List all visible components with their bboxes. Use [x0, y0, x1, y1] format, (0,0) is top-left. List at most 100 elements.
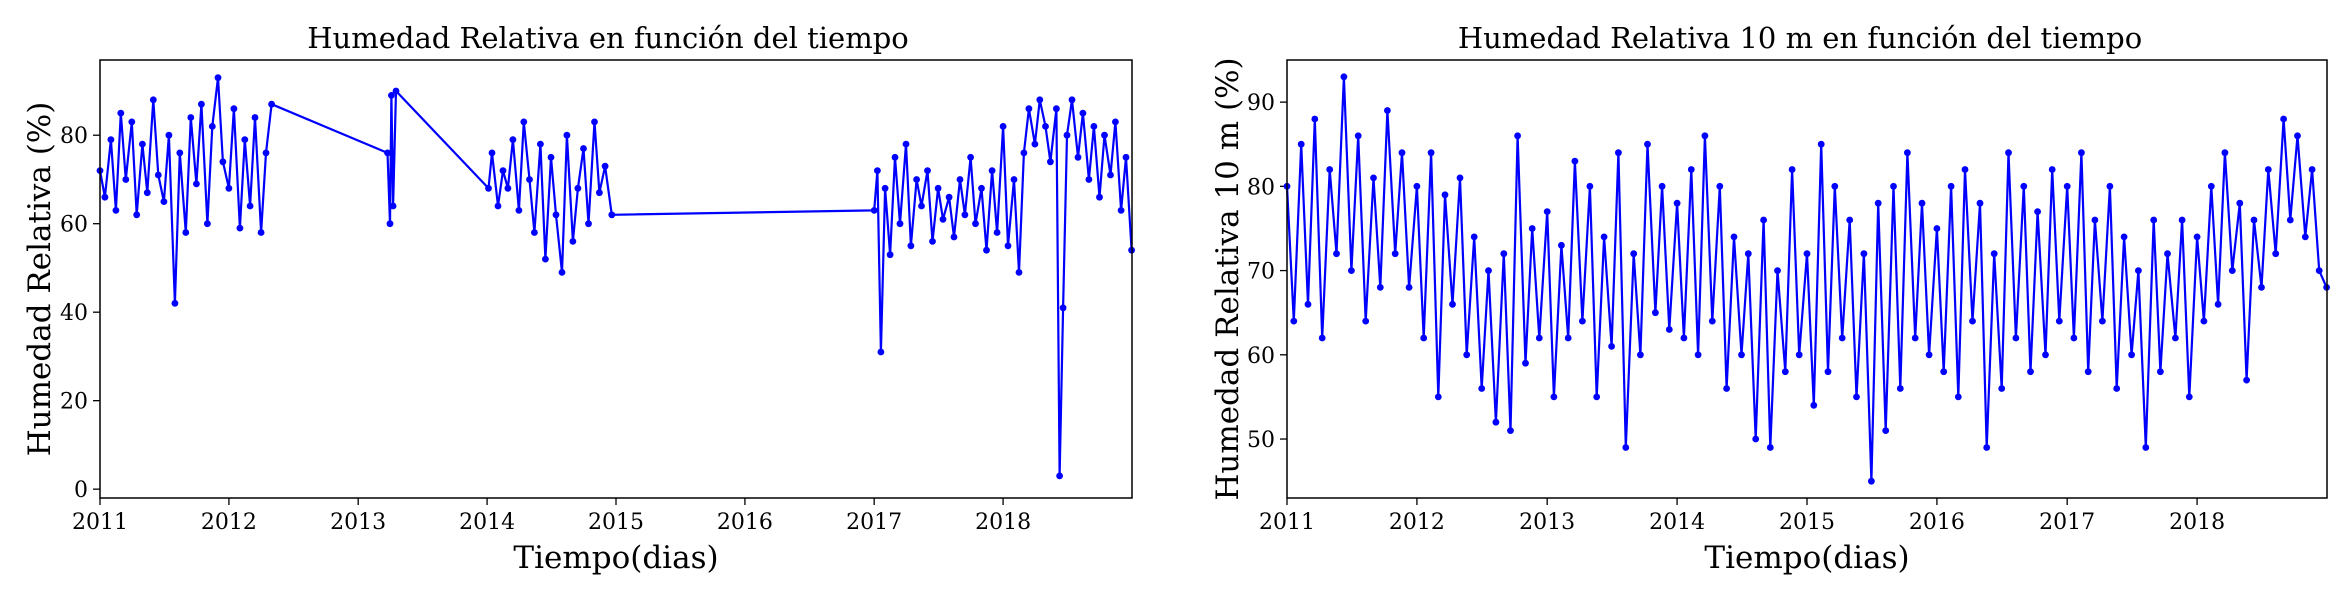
x-tick-label: 2018	[2169, 510, 2225, 535]
data-point	[1107, 171, 1114, 179]
data-point	[1954, 393, 1962, 401]
data-point	[1492, 418, 1500, 426]
data-point	[891, 153, 899, 161]
data-point	[2027, 368, 2034, 376]
data-point	[1925, 351, 1933, 359]
data-point	[1507, 427, 1514, 434]
chart-title: Humedad Relativa 10 m en función del tie…	[1458, 21, 2142, 55]
x-tick-label: 2016	[1909, 510, 1965, 535]
data-point	[1478, 385, 1486, 392]
data-point	[907, 242, 915, 250]
data-point	[1434, 393, 1442, 401]
y-tick-label: 90	[1247, 91, 1275, 116]
data-point	[1015, 269, 1023, 276]
x-axis-label: Tiempo(dias)	[513, 540, 718, 576]
data-point	[1622, 444, 1630, 451]
data-point	[1031, 140, 1039, 148]
data-point	[999, 123, 1007, 130]
y-tick-label: 60	[60, 213, 88, 238]
data-point	[1708, 317, 1716, 325]
data-point	[2243, 376, 2251, 384]
data-point	[1652, 309, 1659, 317]
chart-title: Humedad Relativa en función del tiempo	[307, 21, 909, 55]
data-point	[219, 158, 227, 166]
data-point	[1340, 73, 1348, 81]
data-point	[2280, 115, 2288, 123]
data-point	[1117, 207, 1125, 214]
data-point	[1391, 250, 1399, 258]
data-point	[225, 184, 233, 192]
data-point	[1911, 334, 1919, 342]
data-point	[117, 109, 125, 117]
data-point	[2178, 216, 2186, 224]
data-point	[2164, 250, 2171, 258]
data-point	[1838, 334, 1846, 342]
data-point	[896, 220, 904, 228]
data-point	[2228, 267, 2236, 274]
data-point	[392, 87, 400, 95]
data-point	[1658, 182, 1666, 190]
x-tick-label: 2015	[588, 510, 644, 535]
data-point	[1333, 250, 1340, 258]
x-tick-label: 2012	[201, 510, 257, 535]
data-point	[1860, 250, 1868, 258]
data-point	[1348, 267, 1355, 274]
data-point	[2315, 267, 2323, 274]
data-point	[1326, 166, 1334, 173]
data-point	[2221, 149, 2229, 157]
data-point	[1558, 241, 1565, 249]
data-point	[1528, 225, 1536, 232]
data-point	[389, 202, 397, 210]
data-point	[1853, 393, 1860, 401]
data-point	[608, 211, 616, 219]
data-point	[1427, 149, 1435, 157]
tick-layer: 2011 2012 2013 2014 2015 2016 2017 2018 50 60 70 80…	[1247, 91, 2225, 535]
data-point	[1803, 250, 1811, 258]
data-point	[585, 220, 592, 228]
data-point	[2034, 208, 2041, 216]
data-point	[504, 184, 512, 192]
data-point	[2078, 149, 2085, 157]
data-point	[2264, 166, 2272, 173]
data-point	[569, 238, 577, 245]
data-point	[1074, 153, 1082, 161]
data-point	[2207, 182, 2215, 190]
data-point	[1047, 158, 1054, 166]
data-point	[1665, 326, 1673, 333]
data-point	[165, 131, 173, 139]
data-point	[1304, 300, 1312, 308]
data-point	[1441, 191, 1449, 199]
data-point	[2113, 385, 2121, 392]
data-point	[1522, 359, 1529, 367]
data-point	[1831, 182, 1839, 190]
data-point	[2091, 216, 2099, 224]
data-point	[230, 105, 238, 113]
data-point	[193, 180, 200, 188]
data-point	[176, 149, 184, 157]
data-point	[1795, 351, 1803, 359]
data-point	[1788, 166, 1796, 173]
data-point	[1096, 193, 1103, 201]
data-point	[881, 184, 889, 192]
x-tick-label: 2017	[846, 510, 902, 535]
data-point	[2012, 334, 2020, 342]
x-tick-label: 2014	[459, 510, 515, 535]
data-point	[967, 153, 974, 161]
x-tick-label: 2013	[330, 510, 386, 535]
data-point	[886, 251, 894, 259]
data-point	[388, 92, 395, 99]
data-point	[531, 229, 538, 236]
data-point	[1543, 208, 1551, 216]
data-point	[961, 211, 969, 219]
data-point	[1405, 284, 1413, 291]
data-point	[1056, 472, 1063, 480]
data-point	[386, 220, 394, 228]
data-point	[2157, 368, 2164, 376]
data-point	[139, 140, 146, 148]
plot-frame	[99, 59, 1133, 499]
data-point	[1976, 199, 1984, 207]
data-point	[257, 229, 265, 236]
y-tick-label: 20	[60, 390, 88, 415]
data-point	[1766, 444, 1774, 451]
data-point	[574, 184, 582, 192]
